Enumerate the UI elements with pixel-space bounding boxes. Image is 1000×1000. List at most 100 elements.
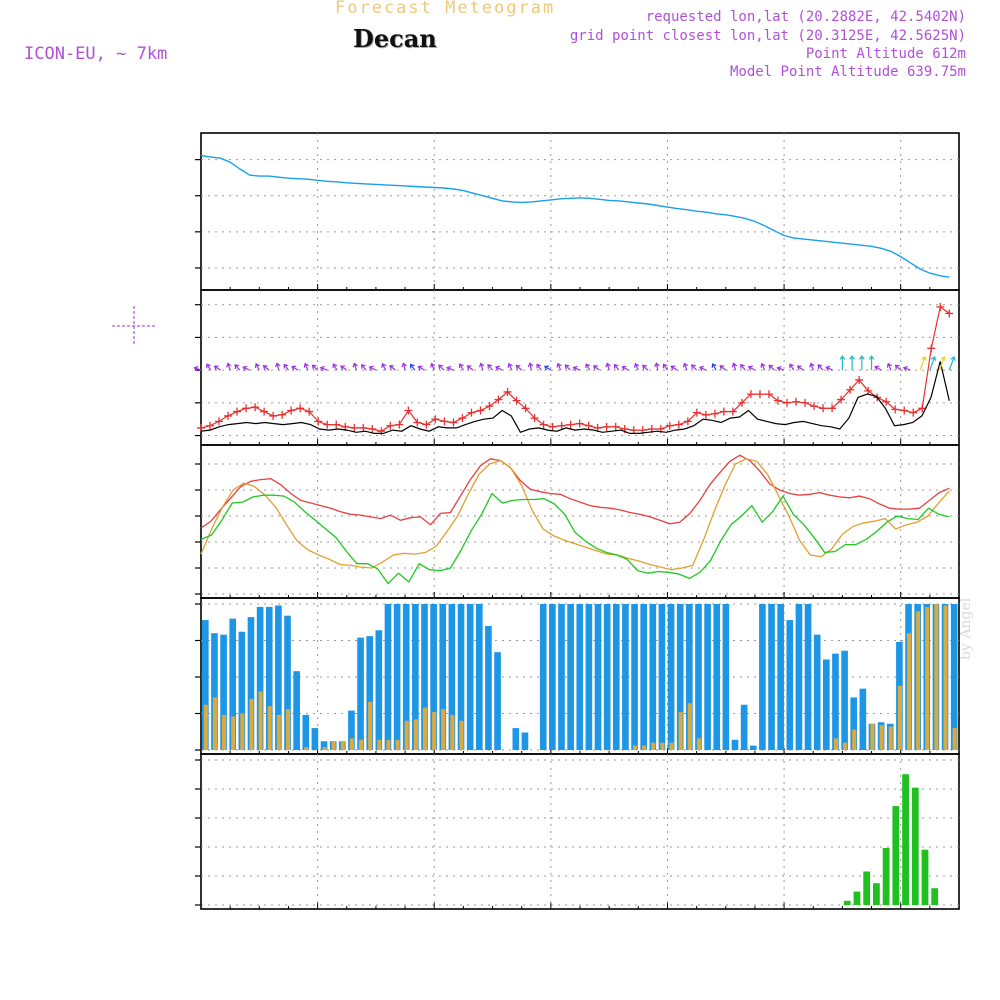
wind-speed-line: [200, 361, 950, 434]
low-clouds-bar: [669, 742, 674, 750]
total-clouds-bar: [731, 739, 739, 750]
wind-direction-arrowhead: [886, 362, 892, 368]
wind-direction-arrowhead: [670, 365, 676, 371]
total-clouds-bar: [558, 604, 565, 750]
wind-direction-arrow: [263, 365, 270, 371]
wind-direction-arrowhead: [789, 363, 794, 369]
wind-direction-arrowhead: [642, 364, 647, 370]
sfc-temp-line: [200, 458, 950, 571]
gust-marker: [900, 406, 909, 415]
wind-direction-arrow: [194, 367, 202, 371]
wind-direction-arrow: [919, 356, 926, 371]
low-clouds-bar: [258, 691, 263, 750]
wind-direction-arrow: [446, 366, 454, 371]
total-clouds-bar: [402, 604, 410, 750]
gust-marker: [819, 404, 828, 413]
model-altitude: Model Point Altitude 639.75m: [729, 64, 966, 80]
gust-marker: [584, 421, 593, 430]
gust-marker: [197, 423, 205, 432]
wind-direction-arrowhead: [478, 362, 485, 368]
wind-direction-arrowhead: [242, 365, 248, 371]
wind-direction-arrow: [467, 365, 474, 371]
wind-direction-arrowhead: [446, 365, 452, 372]
wind-direction-arrowhead: [874, 365, 880, 371]
total-clouds-bar: [421, 604, 428, 750]
wind-direction-arrow: [663, 363, 668, 371]
wind-direction-arrow: [487, 364, 493, 371]
gust-marker: [837, 395, 846, 404]
low-clouds-bar: [322, 747, 327, 750]
wind-direction-arrowhead: [381, 362, 387, 368]
requested-coords: requested lon,lat (20.2882E, 42.5402N): [645, 9, 966, 25]
gust-marker: [494, 395, 503, 404]
total-clouds-bar: [202, 620, 209, 750]
wind-direction-arrowhead: [438, 364, 444, 370]
low-clouds-bar: [404, 720, 409, 750]
gust-marker: [323, 420, 332, 429]
gust-marker: [882, 397, 891, 406]
gust-marker: [927, 344, 936, 353]
wind-direction-arrow: [895, 364, 902, 371]
gust-marker: [746, 390, 755, 399]
wind-direction-arrowhead: [319, 366, 325, 372]
wind-direction-arrowhead: [401, 362, 407, 368]
low-clouds-bar: [879, 725, 884, 750]
gust-marker: [215, 417, 224, 426]
wind-direction-arrow: [242, 366, 250, 371]
low-clouds-bar: [285, 709, 291, 750]
wind-direction-arrow: [529, 363, 532, 371]
wind-direction-arrowhead: [515, 364, 521, 370]
low-clouds-bar: [349, 738, 354, 750]
gust-marker: [566, 420, 575, 429]
wind-direction-arrowhead: [662, 363, 668, 369]
wind-direction-arrowhead: [858, 355, 865, 360]
wind-direction-arrow: [480, 363, 484, 371]
low-clouds-bar: [249, 698, 254, 750]
wind-direction-arrowhead: [507, 362, 513, 368]
gust-marker: [359, 423, 368, 432]
pressure-panel-frame: [200, 132, 960, 291]
wind-direction-arrow: [642, 365, 649, 371]
low-clouds-bar: [231, 716, 236, 750]
total-clouds-bar: [631, 604, 638, 750]
total-clouds-bar: [658, 604, 666, 750]
wind-direction-arrow: [817, 364, 824, 371]
pressure-line: [200, 154, 950, 278]
low-clouds-bar: [952, 728, 957, 750]
wind-direction-arrowhead: [213, 365, 219, 371]
total-clouds-bar: [850, 697, 858, 750]
grid-point-coords: grid point closest lon,lat (20.3125E, 42…: [569, 28, 966, 44]
wind-direction-arrow: [227, 363, 231, 371]
low-clouds-bar: [678, 712, 683, 750]
gust-marker: [755, 390, 764, 399]
low-clouds-bar: [395, 739, 400, 750]
total-clouds-bar: [247, 617, 255, 750]
wind-direction-arrowhead: [849, 355, 855, 360]
total-clouds-bar: [512, 728, 520, 750]
wind-direction-arrowhead: [719, 365, 725, 370]
rain-bar: [921, 849, 929, 905]
wind-direction-arrow: [887, 363, 892, 371]
total-clouds-bar: [521, 732, 529, 750]
total-clouds-bar: [430, 604, 437, 750]
gust-marker: [440, 417, 449, 426]
wind-direction-arrow: [634, 363, 639, 371]
gust-marker: [476, 406, 485, 415]
wind-direction-arrow: [929, 356, 936, 371]
wind-direction-arrow: [495, 366, 503, 371]
gust-marker: [242, 404, 251, 413]
rain-bar: [892, 806, 900, 905]
gust-marker: [692, 408, 701, 417]
gust-marker: [260, 407, 269, 416]
wind-direction-arrowhead: [760, 362, 766, 368]
model-label: ICON-EU, ~ 7km: [24, 44, 168, 64]
gust-marker: [467, 408, 476, 417]
gust-marker: [855, 375, 864, 384]
total-clouds-bar: [475, 604, 483, 750]
gust-marker: [314, 417, 323, 426]
wind-direction-arrow: [740, 364, 746, 371]
gust-marker: [891, 405, 900, 414]
total-clouds-bar: [667, 604, 675, 750]
gust-marker: [431, 415, 440, 424]
wind-direction-arrowhead: [894, 364, 900, 370]
